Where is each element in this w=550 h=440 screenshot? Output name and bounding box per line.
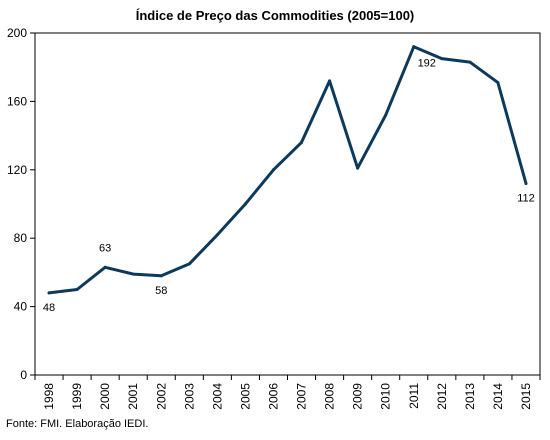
- x-tick-label: 2009: [351, 383, 365, 410]
- data-point: [384, 113, 388, 117]
- x-tick-label: 1999: [70, 383, 84, 410]
- data-label: 48: [43, 302, 55, 314]
- y-tick-label: 0: [20, 368, 27, 382]
- plot-area: [34, 32, 541, 376]
- data-point: [187, 262, 191, 266]
- y-tick-label: 80: [14, 231, 28, 245]
- x-tick-label: 2005: [238, 383, 252, 410]
- x-tick-label: 2008: [323, 383, 337, 410]
- data-point: [440, 57, 444, 61]
- data-point: [412, 45, 416, 49]
- x-tick-label: 2006: [266, 383, 280, 410]
- data-point: [496, 81, 500, 85]
- series-line: [47, 45, 528, 295]
- x-tick-label: 2011: [407, 383, 421, 409]
- data-point: [356, 166, 360, 170]
- y-tick-label: 40: [14, 300, 28, 314]
- x-tick-label: 2001: [126, 383, 140, 410]
- x-tick-label: 2012: [435, 383, 449, 410]
- data-label: 112: [517, 192, 535, 204]
- x-tick-label: 2013: [463, 383, 477, 410]
- data-point: [159, 274, 163, 278]
- y-tick-label: 200: [7, 26, 27, 40]
- data-label: 192: [418, 58, 436, 70]
- data-point: [103, 265, 107, 269]
- chart-title: Índice de Preço das Commodities (2005=10…: [135, 8, 415, 23]
- data-point: [271, 168, 275, 172]
- x-axis: 1998 1999 2000 2001 2002 2003 2004 2005 2006 2007…: [34, 375, 541, 410]
- x-tick-label: 2002: [154, 383, 168, 410]
- data-point: [468, 60, 472, 64]
- x-tick-label: 2003: [182, 383, 196, 410]
- data-point: [215, 233, 219, 237]
- y-tick-label: 120: [7, 163, 27, 177]
- data-point: [47, 291, 51, 295]
- x-tick-label: 2010: [379, 383, 393, 410]
- series-layer: [47, 45, 528, 295]
- data-point: [131, 272, 135, 276]
- source-note: Fonte: FMI. Elaboração IEDI.: [6, 418, 149, 430]
- data-point: [524, 181, 528, 185]
- y-tick-label: 160: [7, 94, 27, 108]
- x-tick-label: 2007: [295, 383, 309, 410]
- x-tick-label: 2015: [519, 383, 533, 410]
- data-label: 58: [155, 285, 167, 297]
- data-point: [75, 288, 79, 291]
- x-tick-label: 2014: [491, 383, 505, 410]
- y-axis: 0 40 80 120 160 200: [7, 26, 35, 382]
- data-point: [300, 140, 304, 144]
- data-point: [243, 202, 247, 206]
- x-tick-label: 2004: [210, 383, 224, 410]
- data-point: [328, 79, 332, 83]
- data-labels: 48 63 58 192 112: [43, 58, 535, 314]
- x-tick-label: 2000: [98, 383, 112, 410]
- x-tick-label: 1998: [42, 383, 56, 410]
- data-label: 63: [99, 242, 111, 254]
